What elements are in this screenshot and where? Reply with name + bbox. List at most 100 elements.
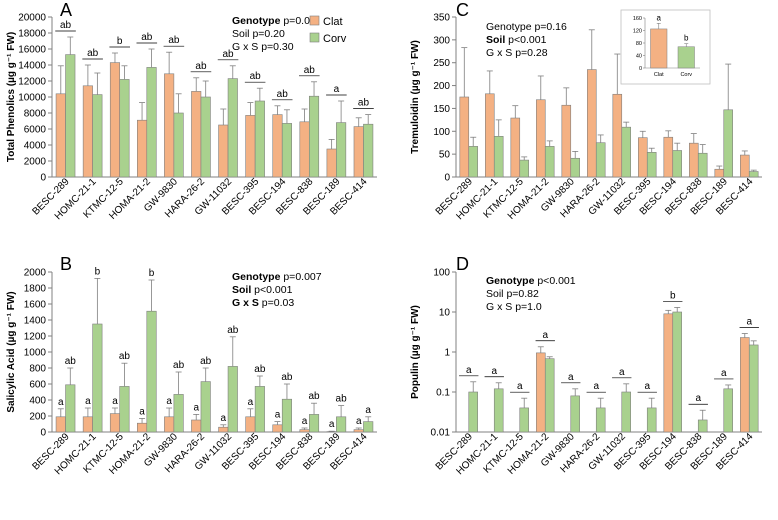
- y-tick-label: 350: [433, 13, 450, 24]
- significance-letter: ab: [195, 61, 207, 72]
- bar-corv: [93, 95, 102, 177]
- panel-letter: A: [60, 0, 72, 20]
- panel-a: A020004000600080001000012000140001600018…: [6, 0, 377, 222]
- bar-corv: [363, 124, 372, 177]
- bar-clat: [137, 423, 146, 432]
- bar-corv: [255, 386, 264, 432]
- stat-label: Genotype: [232, 15, 283, 27]
- bar-clat: [191, 420, 200, 432]
- y-tick-label: 4000: [24, 141, 47, 152]
- stat-line: G x S p=1.0: [486, 301, 542, 313]
- significance-letter: a: [517, 381, 523, 392]
- bar-clat: [246, 115, 255, 177]
- bar-corv: [520, 408, 529, 432]
- bar-clat: [354, 127, 363, 177]
- stat-line: Genotype p=0.007: [232, 271, 322, 283]
- stat-label: G x S: [486, 47, 515, 59]
- bar-clat: [664, 314, 673, 432]
- stat-value: p=0.82: [506, 288, 539, 300]
- y-tick-label: 12000: [18, 77, 46, 88]
- bar-corv: [749, 172, 758, 177]
- stat-line: Genotype p=0.16: [486, 21, 567, 33]
- significance-letter: ab: [304, 65, 316, 76]
- bar-corv: [698, 420, 707, 432]
- bar-clat: [536, 100, 545, 177]
- bar-corv: [174, 113, 183, 177]
- significance-letter: a: [466, 365, 472, 376]
- bar-clat: [300, 122, 309, 177]
- bar-clat: [273, 425, 282, 432]
- bar-clat: [110, 63, 119, 177]
- y-axis-label: Populin (µg g⁻¹ FW): [410, 305, 421, 399]
- bar-corv: [647, 152, 656, 177]
- stat-line: G x S p=0.30: [232, 41, 294, 53]
- significance-letter: ab: [227, 325, 239, 336]
- stat-value: p<0.001: [537, 275, 575, 287]
- bar-clat: [638, 138, 647, 177]
- stat-label: Soil: [232, 28, 252, 40]
- significance-letter: a: [568, 372, 574, 383]
- stat-label: G x S: [486, 301, 515, 313]
- bar-corv: [622, 127, 631, 177]
- inset-y-tick-label: 80: [636, 41, 642, 47]
- bar-clat: [83, 417, 92, 432]
- significance-letter: a: [166, 396, 172, 407]
- stat-label: Soil: [486, 34, 508, 46]
- bar-clat: [327, 149, 336, 177]
- bar-corv: [571, 158, 580, 177]
- significance-letter: ab: [277, 89, 289, 100]
- significance-letter: ab: [60, 20, 72, 31]
- y-tick-label: 6000: [24, 125, 47, 136]
- bar-corv: [336, 417, 345, 432]
- y-tick-label: 50: [439, 150, 451, 161]
- y-tick-label: 0.1: [436, 388, 450, 399]
- bar-clat: [562, 105, 571, 177]
- bar-corv: [724, 389, 733, 432]
- inset-x-tick-label: Corv: [680, 72, 692, 78]
- y-tick-label: 1400: [24, 316, 47, 327]
- significance-letter: ab: [141, 32, 153, 43]
- stat-value: p<0.001: [508, 34, 546, 46]
- bar-clat: [164, 417, 173, 432]
- y-tick-label: 0: [444, 173, 450, 184]
- inset-significance-letter: a: [657, 13, 662, 22]
- bar-corv: [545, 146, 554, 177]
- y-tick-label: 2000: [24, 157, 47, 168]
- bar-corv: [147, 67, 156, 177]
- legend-swatch: [310, 16, 319, 25]
- significance-letter: ab: [281, 372, 293, 383]
- bar-corv: [120, 386, 129, 432]
- bar-clat: [664, 137, 673, 177]
- y-tick-label: 1600: [24, 300, 47, 311]
- significance-letter: a: [248, 397, 254, 408]
- significance-letter: a: [644, 381, 650, 392]
- stat-line: Soil p=0.20: [232, 28, 285, 40]
- inset-x-tick-label: Clat: [654, 72, 664, 78]
- bar-clat: [56, 417, 65, 432]
- bar-clat: [587, 70, 596, 177]
- significance-letter: a: [695, 393, 701, 404]
- bar-corv: [469, 146, 478, 177]
- y-tick-label: 10: [439, 308, 451, 319]
- stat-label: G x S: [232, 41, 261, 53]
- bar-clat: [83, 86, 92, 177]
- stat-label: G x S: [232, 297, 262, 309]
- bar-corv: [282, 399, 291, 432]
- y-tick-label: 150: [433, 104, 450, 115]
- inset-bar-corv: [678, 47, 695, 68]
- panel-b: B0200400600800100012001400160018002000Sa…: [6, 254, 377, 477]
- significance-letter: a: [193, 402, 199, 413]
- y-tick-label: 800: [29, 364, 46, 375]
- significance-letter: ab: [119, 351, 131, 362]
- bar-corv: [520, 160, 529, 177]
- significance-letter: a: [365, 405, 371, 416]
- stat-value: p=1.0: [515, 301, 542, 313]
- bar-corv: [494, 389, 503, 432]
- bar-clat: [219, 125, 228, 177]
- panel-letter: D: [456, 254, 469, 274]
- bar-corv: [66, 55, 75, 177]
- significance-letter: ab: [87, 48, 99, 59]
